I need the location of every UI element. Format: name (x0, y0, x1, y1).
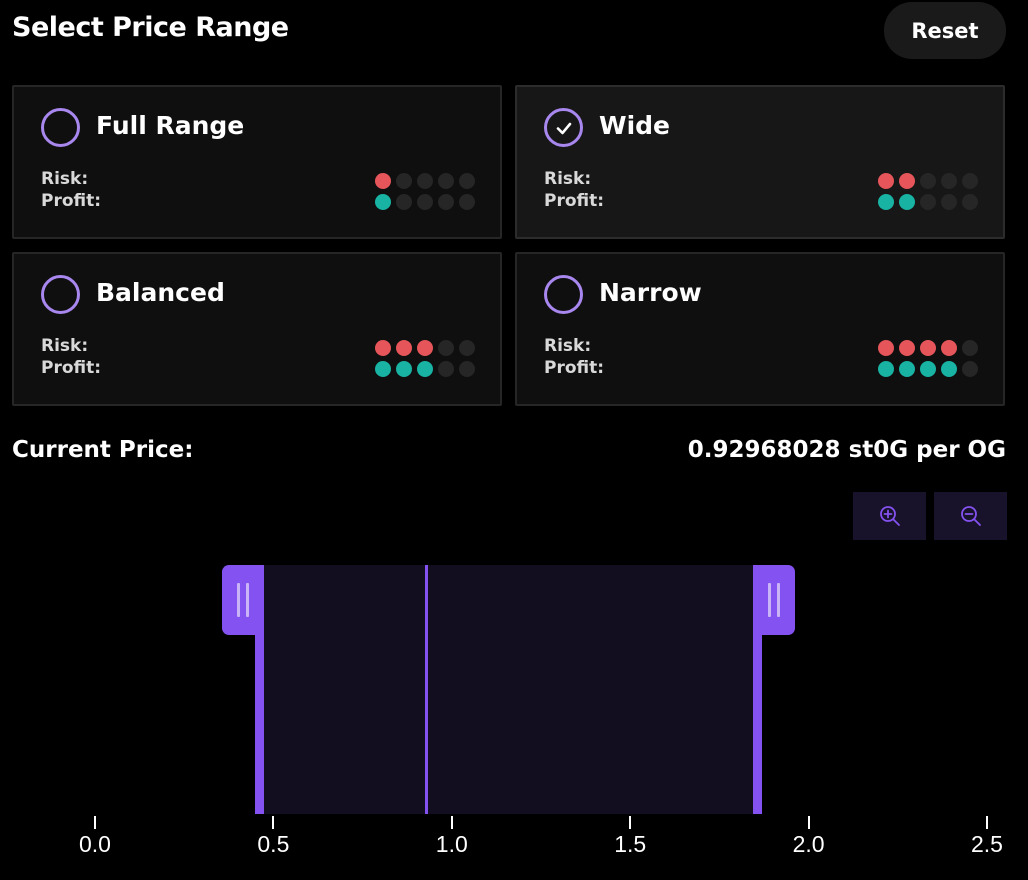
profit-label: Profit: (544, 358, 605, 378)
risk-dot-filled (417, 340, 433, 356)
risk-label: Risk: (41, 169, 89, 189)
max-price-bar[interactable] (753, 565, 762, 814)
selected-range-area (256, 565, 760, 814)
risk-dot-filled (899, 340, 915, 356)
option-card-balanced[interactable]: Balanced Risk: Profit: (12, 252, 502, 406)
max-price-drag-handle[interactable] (753, 565, 795, 635)
profit-label: Profit: (41, 358, 102, 378)
axis-tick-label: 2.5 (971, 831, 1003, 857)
risk-dot-filled (878, 173, 894, 189)
risk-meter (375, 173, 475, 189)
option-card-full-range[interactable]: Full Range Risk: Profit: (12, 85, 502, 239)
option-title: Full Range (96, 111, 245, 140)
profit-dot-empty (941, 194, 957, 210)
risk-dot-empty (941, 173, 957, 189)
axis-tick (807, 816, 810, 829)
axis-tick (94, 816, 96, 829)
profit-dot-filled (878, 194, 894, 210)
risk-dot-filled (375, 340, 391, 356)
profit-dot-empty (459, 194, 475, 210)
risk-dot-filled (375, 173, 391, 189)
risk-dot-empty (962, 340, 978, 356)
current-price-line (425, 565, 428, 814)
profit-dot-filled (375, 194, 391, 210)
risk-meter (878, 173, 978, 189)
axis-tick-label: 0.5 (257, 831, 290, 857)
risk-dot-empty (396, 173, 412, 189)
current-price-label: Current Price: (12, 437, 194, 463)
profit-label: Profit: (544, 191, 605, 211)
risk-label: Risk: (544, 169, 592, 189)
axis-tick-label: 2.0 (792, 831, 825, 857)
radio-unchecked-icon[interactable] (544, 275, 583, 314)
risk-meter (375, 340, 475, 356)
radio-unchecked-icon[interactable] (41, 108, 80, 147)
profit-dot-empty (438, 361, 454, 377)
axis-tick (450, 816, 453, 829)
risk-dot-empty (962, 173, 978, 189)
profit-dot-filled (417, 361, 433, 377)
profit-meter (375, 361, 475, 377)
risk-dot-empty (417, 173, 433, 189)
radio-checked-icon[interactable] (544, 108, 583, 147)
risk-dot-filled (396, 340, 412, 356)
zoom-out-icon (960, 506, 981, 526)
grip-line (237, 583, 240, 617)
profit-dot-empty (417, 194, 433, 210)
profit-dot-empty (396, 194, 412, 210)
zoom-out-button[interactable] (934, 492, 1007, 540)
risk-label: Risk: (544, 336, 592, 356)
risk-dot-empty (438, 340, 454, 356)
option-title: Balanced (96, 278, 225, 307)
option-title: Wide (599, 111, 670, 140)
reset-button[interactable]: Reset (884, 2, 1006, 59)
option-card-wide[interactable]: Wide Risk: Profit: (515, 85, 1005, 239)
current-price-value: 0.92968028 st0G per OG (687, 437, 1006, 463)
grip-line (246, 583, 249, 617)
zoom-in-button[interactable] (853, 492, 926, 540)
grip-line (777, 583, 780, 617)
axis-tick (272, 816, 275, 829)
profit-meter (375, 194, 475, 210)
risk-dot-empty (920, 173, 936, 189)
option-title: Narrow (599, 278, 702, 307)
risk-dot-empty (459, 340, 475, 356)
page-title: Select Price Range (12, 12, 289, 43)
profit-dot-filled (878, 361, 894, 377)
min-price-bar[interactable] (255, 565, 264, 814)
zoom-in-icon (879, 506, 900, 526)
profit-dot-filled (941, 361, 957, 377)
checkmark-icon (556, 122, 571, 134)
profit-dot-filled (899, 361, 915, 377)
risk-dot-filled (878, 340, 894, 356)
profit-dot-filled (396, 361, 412, 377)
axis-tick-label: 1.5 (614, 831, 647, 857)
axis-tick-label: 1.0 (435, 831, 468, 857)
axis-tick-label: 0.0 (79, 831, 111, 857)
risk-dot-empty (438, 173, 454, 189)
profit-meter (878, 361, 978, 377)
profit-dot-empty (962, 361, 978, 377)
min-price-drag-handle[interactable] (222, 565, 264, 635)
grip-line (768, 583, 771, 617)
profit-meter (878, 194, 978, 210)
risk-dot-filled (920, 340, 936, 356)
profit-dot-empty (459, 361, 475, 377)
profit-dot-filled (899, 194, 915, 210)
option-card-narrow[interactable]: Narrow Risk: Profit: (515, 252, 1005, 406)
profit-dot-empty (438, 194, 454, 210)
risk-label: Risk: (41, 336, 89, 356)
profit-dot-filled (375, 361, 391, 377)
profit-label: Profit: (41, 191, 102, 211)
risk-dot-filled (941, 340, 957, 356)
profit-dot-empty (962, 194, 978, 210)
risk-meter (878, 340, 978, 356)
profit-dot-filled (920, 361, 936, 377)
axis-tick (629, 816, 632, 829)
radio-unchecked-icon[interactable] (41, 275, 80, 314)
risk-dot-filled (899, 173, 915, 189)
axis-tick (986, 816, 988, 829)
profit-dot-empty (920, 194, 936, 210)
risk-dot-empty (459, 173, 475, 189)
